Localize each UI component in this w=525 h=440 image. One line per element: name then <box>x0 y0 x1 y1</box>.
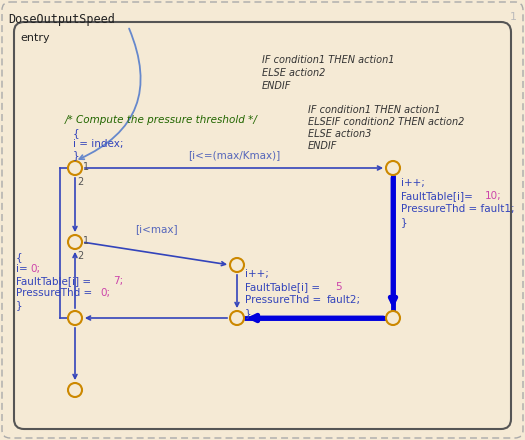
Circle shape <box>386 311 400 325</box>
Text: /* Compute the pressure threshold */: /* Compute the pressure threshold */ <box>65 115 258 125</box>
FancyArrowPatch shape <box>79 29 141 159</box>
Circle shape <box>68 311 82 325</box>
Text: IF condition1 THEN action1: IF condition1 THEN action1 <box>308 105 440 115</box>
Text: PressureThd =: PressureThd = <box>16 288 96 298</box>
Circle shape <box>68 161 82 175</box>
Circle shape <box>230 258 244 272</box>
Circle shape <box>68 383 82 397</box>
Text: fault2;: fault2; <box>327 295 361 305</box>
Text: i=: i= <box>16 264 28 274</box>
Text: 10;: 10; <box>485 191 502 201</box>
Text: 1: 1 <box>83 236 89 246</box>
Text: i = index;: i = index; <box>73 139 123 149</box>
Text: DoseOutputSpeed: DoseOutputSpeed <box>8 13 115 26</box>
Text: 1: 1 <box>510 12 517 22</box>
Text: {: { <box>16 252 23 262</box>
Text: }: } <box>245 308 251 318</box>
Text: 2: 2 <box>77 177 83 187</box>
Text: i++;: i++; <box>401 178 425 188</box>
Text: }: } <box>401 217 407 227</box>
Text: entry: entry <box>20 33 50 43</box>
Text: ELSE action2: ELSE action2 <box>262 68 326 78</box>
Text: PressureThd = fault1;: PressureThd = fault1; <box>401 204 514 214</box>
Text: ELSE action3: ELSE action3 <box>308 129 371 139</box>
Text: FaultTable[i] =: FaultTable[i] = <box>16 276 94 286</box>
Text: }: } <box>16 300 23 310</box>
FancyBboxPatch shape <box>14 22 511 429</box>
Circle shape <box>68 235 82 249</box>
Text: 0;: 0; <box>30 264 40 274</box>
Text: ELSEIF condition2 THEN action2: ELSEIF condition2 THEN action2 <box>308 117 465 127</box>
Text: i++;: i++; <box>245 269 269 279</box>
Text: [i<=(max/Kmax)]: [i<=(max/Kmax)] <box>188 150 280 160</box>
Circle shape <box>386 161 400 175</box>
Text: 2: 2 <box>77 251 83 261</box>
Text: 5: 5 <box>335 282 342 292</box>
Text: }: } <box>73 150 80 160</box>
Text: IF condition1 THEN action1: IF condition1 THEN action1 <box>262 55 394 65</box>
Circle shape <box>230 311 244 325</box>
Text: ENDIF: ENDIF <box>308 141 338 151</box>
Text: PressureThd =: PressureThd = <box>245 295 324 305</box>
Text: {: { <box>73 128 80 138</box>
Text: 1: 1 <box>83 162 89 172</box>
Text: 0;: 0; <box>100 288 110 298</box>
Text: FaultTable[i] =: FaultTable[i] = <box>245 282 323 292</box>
Text: ENDIF: ENDIF <box>262 81 291 91</box>
Text: 7;: 7; <box>113 276 123 286</box>
Text: [i<max]: [i<max] <box>135 224 177 234</box>
Text: FaultTable[i]=: FaultTable[i]= <box>401 191 473 201</box>
